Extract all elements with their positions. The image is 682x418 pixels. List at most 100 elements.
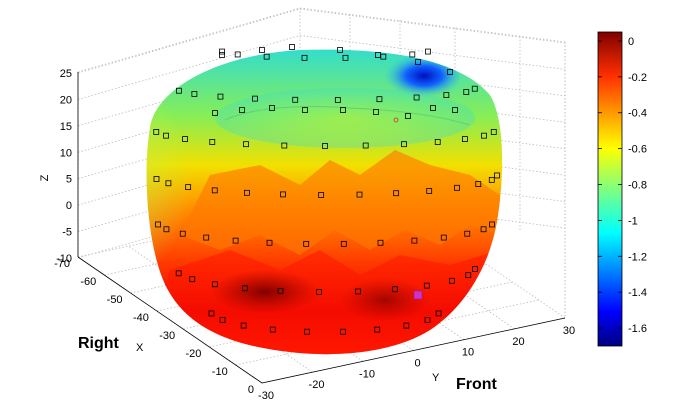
electrode-marker bbox=[266, 239, 273, 246]
z-tick-label: 10 bbox=[60, 147, 72, 159]
electrode-marker bbox=[409, 51, 416, 58]
electrode-marker bbox=[219, 48, 225, 55]
electrode-marker bbox=[425, 48, 431, 55]
electrode-marker bbox=[440, 234, 447, 241]
electrode-marker bbox=[355, 288, 362, 295]
electrode-marker bbox=[175, 270, 182, 277]
y-tick-labels: -30 -20 -10 0 10 20 30 bbox=[258, 325, 575, 402]
electrode-marker bbox=[356, 191, 363, 198]
electrode-marker bbox=[211, 187, 218, 194]
electrode-marker bbox=[163, 132, 169, 139]
electrode-marker bbox=[219, 317, 226, 323]
z-tick-label: 15 bbox=[60, 121, 72, 133]
electrode-marker bbox=[175, 87, 182, 94]
electrode-marker bbox=[281, 142, 288, 149]
electrode-marker bbox=[212, 110, 218, 116]
electrode-marker bbox=[340, 328, 346, 335]
electrode-marker bbox=[411, 237, 418, 244]
electrode-marker bbox=[179, 230, 186, 237]
z-tick-label: -5 bbox=[62, 227, 72, 239]
electrode-marker bbox=[373, 109, 379, 115]
electrode-marker bbox=[316, 289, 323, 295]
electrode-marker bbox=[301, 54, 308, 61]
electrode-marker bbox=[480, 226, 487, 233]
electrode-marker bbox=[405, 113, 411, 119]
y-tick-label: -30 bbox=[258, 390, 274, 402]
highlight-marker bbox=[413, 290, 423, 300]
electrode-marker bbox=[155, 221, 161, 228]
z-tick-label: -10 bbox=[56, 253, 72, 265]
electrode-marker bbox=[452, 107, 458, 113]
colorbar-ticks: 0 -0.2 -0.4 -0.6 -0.8 -1 -1.2 -1.4 -1.6 bbox=[598, 36, 647, 335]
electrode-marker bbox=[376, 96, 383, 103]
electrode-marker bbox=[464, 230, 471, 237]
electrode-marker bbox=[377, 239, 384, 246]
colorbar-tick-label: -0.8 bbox=[628, 180, 647, 192]
z-tick-labels: 25 20 15 10 5 0 -5 -10 bbox=[56, 68, 72, 265]
electrode-marker bbox=[277, 288, 284, 294]
electrode-marker bbox=[391, 286, 398, 293]
electrode-marker bbox=[243, 141, 249, 148]
electrode-marker bbox=[465, 272, 472, 279]
electrode-marker bbox=[471, 266, 478, 272]
electrode-marker bbox=[302, 107, 308, 113]
electrode-marker bbox=[292, 96, 299, 103]
colorbar: 0 -0.2 -0.4 -0.6 -0.8 -1 -1.2 -1.4 -1.6 bbox=[597, 31, 647, 347]
x-tick-labels: -70 -60 -50 -40 -30 -20 -10 0 bbox=[54, 258, 254, 396]
y-tick-label: 20 bbox=[512, 336, 524, 348]
electrode-marker bbox=[318, 192, 325, 198]
electrode-marker bbox=[401, 141, 407, 148]
z-tick-label: 25 bbox=[60, 68, 72, 80]
electrode-marker bbox=[340, 240, 347, 247]
colorbar-tick-label: -0.6 bbox=[628, 144, 647, 156]
electrode-marker bbox=[489, 221, 495, 228]
electrode-marker bbox=[334, 97, 341, 103]
electrode-marker bbox=[362, 142, 369, 149]
electrode-marker bbox=[403, 322, 410, 329]
electrode-marker bbox=[189, 276, 196, 283]
electrode-marker bbox=[488, 176, 495, 183]
electrode-marker bbox=[375, 52, 381, 58]
electrode-marker bbox=[208, 310, 215, 317]
reference-marker bbox=[393, 117, 399, 123]
y-tick-label: 30 bbox=[563, 325, 575, 337]
z-axis-label: Z bbox=[39, 174, 51, 181]
electrode-marker bbox=[426, 188, 433, 194]
x-tick-label: -20 bbox=[186, 348, 202, 360]
x-tick-label: -10 bbox=[212, 366, 228, 378]
y-tick-label: 10 bbox=[462, 347, 474, 359]
electrode-marker bbox=[463, 89, 470, 95]
electrode-marker bbox=[303, 240, 310, 247]
electrode-marker bbox=[269, 326, 276, 333]
electrode-marker bbox=[423, 282, 430, 289]
x-tick-label: -60 bbox=[80, 276, 96, 288]
electrode-marker bbox=[211, 281, 218, 288]
electrode-marker bbox=[203, 234, 210, 241]
electrode-marker bbox=[217, 93, 224, 100]
electrode-marker bbox=[280, 191, 286, 198]
electrode-marker bbox=[342, 54, 349, 61]
electrode-marker bbox=[232, 237, 239, 244]
electrode-marker bbox=[415, 59, 421, 65]
electrode-marker bbox=[263, 53, 270, 60]
electrode-marker bbox=[239, 107, 245, 113]
x-tick-label: -50 bbox=[107, 294, 123, 306]
electrode-marker bbox=[447, 69, 453, 75]
electrode-marker bbox=[289, 44, 295, 50]
x-tick-label: -30 bbox=[159, 330, 175, 342]
electrode-marker bbox=[242, 285, 248, 292]
electrode-marker bbox=[185, 184, 192, 191]
electrode-marker bbox=[481, 132, 487, 139]
colorbar-tick-label: -1.6 bbox=[628, 323, 647, 335]
electrode-marker bbox=[209, 139, 216, 145]
axis-lines bbox=[77, 72, 566, 384]
electrode-marker bbox=[374, 326, 381, 333]
colorbar-tick-label: -0.4 bbox=[628, 108, 647, 120]
electrode-marker bbox=[304, 328, 310, 335]
electrode-marker bbox=[252, 95, 258, 102]
colorbar-gradient bbox=[597, 31, 623, 347]
electrode-marker bbox=[163, 226, 170, 233]
right-annotation: Right bbox=[78, 335, 120, 352]
electrode-marker bbox=[471, 85, 478, 92]
colorbar-tick-label: 0 bbox=[628, 36, 634, 48]
